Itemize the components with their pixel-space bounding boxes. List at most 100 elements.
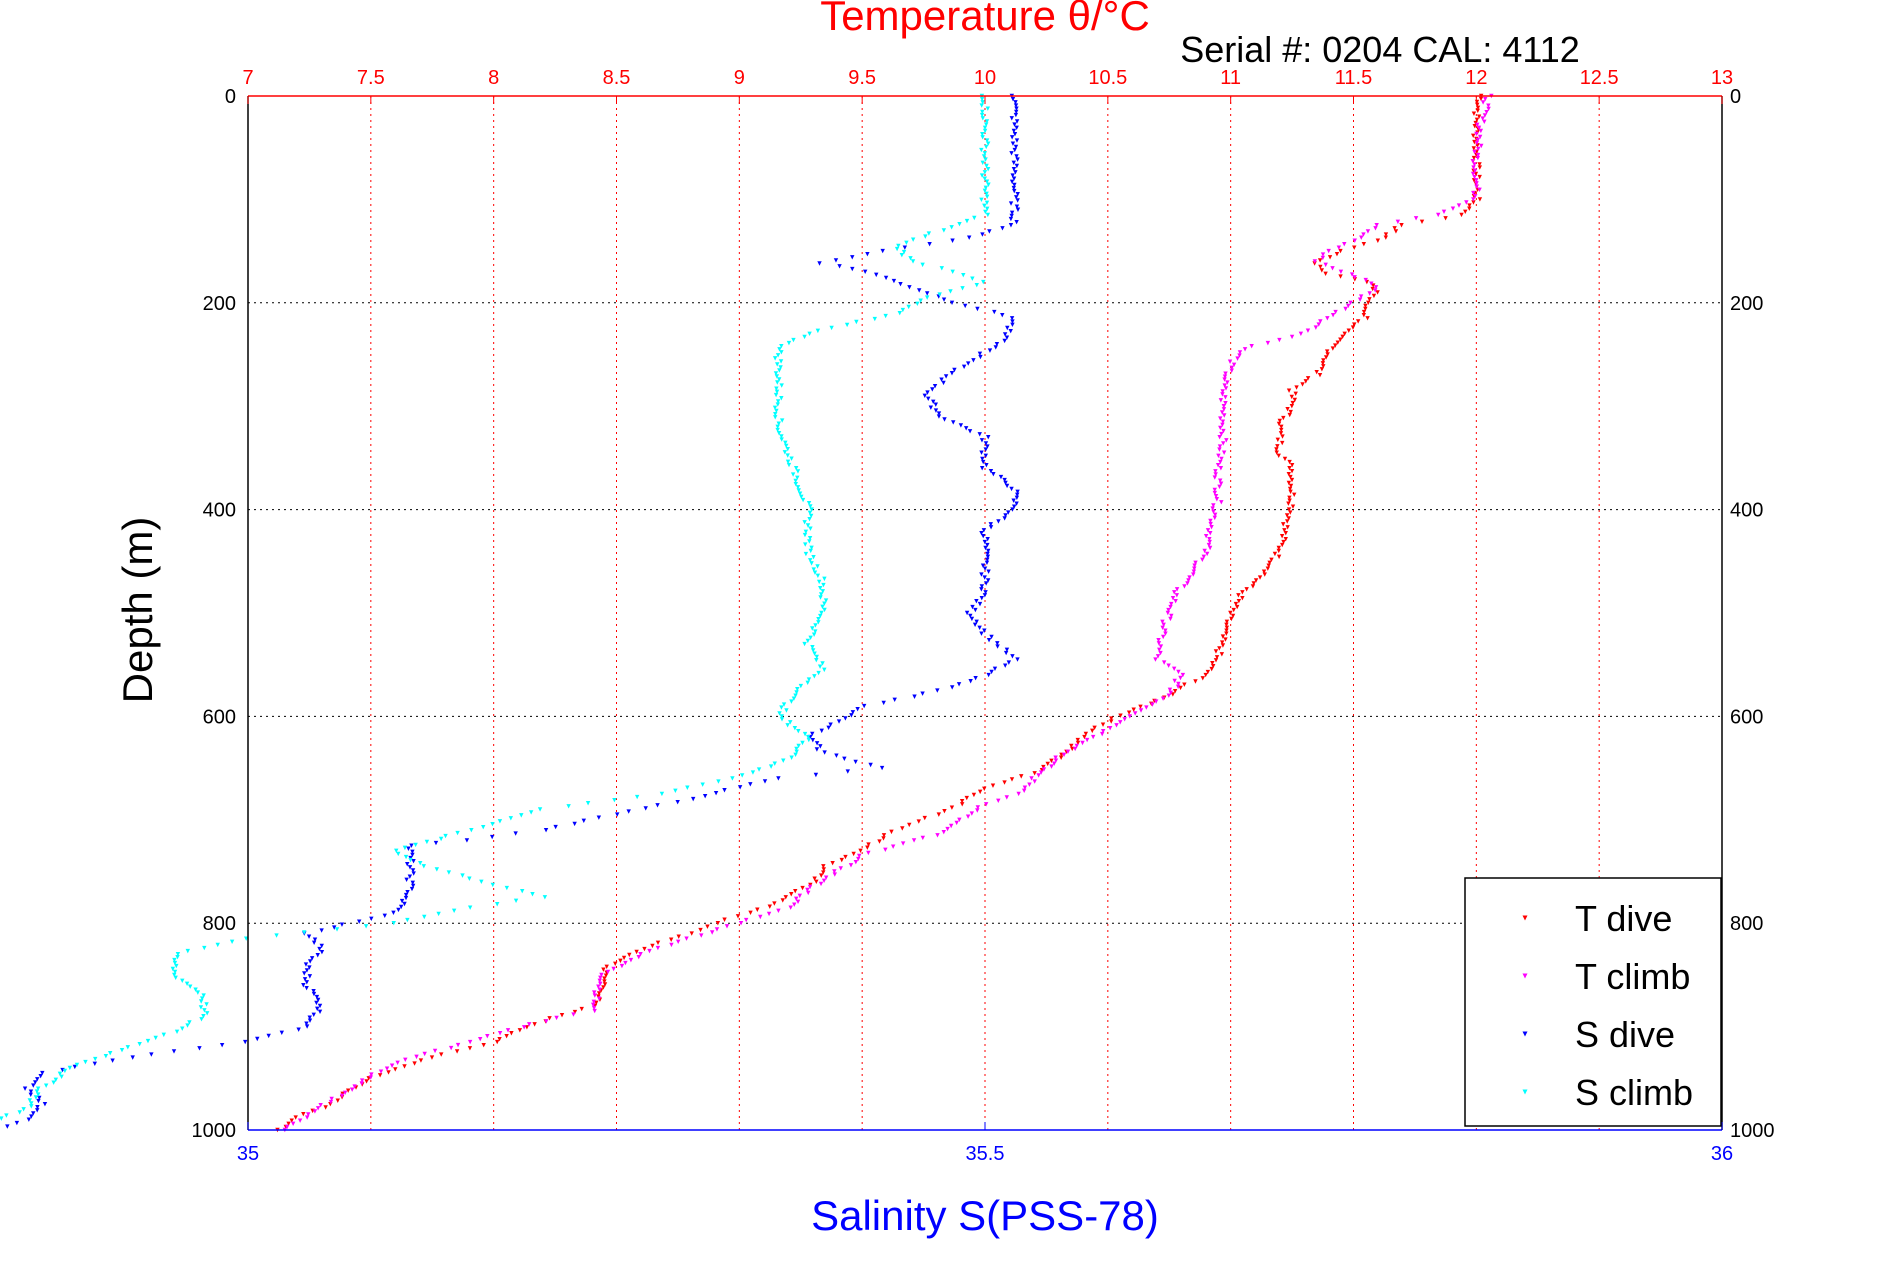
- data-point: [977, 625, 982, 630]
- data-point: [1220, 419, 1226, 424]
- data-point: [1251, 581, 1256, 586]
- data-point: [735, 914, 741, 919]
- data-point: [1220, 392, 1225, 397]
- data-point: [806, 890, 811, 896]
- data-point: [980, 456, 985, 462]
- data-point: [31, 1083, 36, 1088]
- data-point: [792, 726, 798, 731]
- data-point: [984, 119, 990, 124]
- data-point: [995, 644, 1000, 649]
- data-point: [1471, 190, 1476, 196]
- data-point: [985, 542, 990, 548]
- data-point: [803, 529, 809, 535]
- data-point: [958, 423, 964, 428]
- data-point: [930, 387, 935, 392]
- data-point: [949, 300, 955, 305]
- data-point: [1013, 100, 1018, 105]
- data-point: [1472, 149, 1477, 155]
- data-point: [611, 966, 616, 972]
- data-point: [59, 1074, 64, 1080]
- data-point: [1010, 141, 1016, 146]
- data-point: [1011, 160, 1016, 166]
- data-point: [35, 1105, 40, 1110]
- data-point: [933, 408, 939, 413]
- data-point: [868, 762, 873, 768]
- data-point: [592, 1008, 597, 1014]
- data-point: [1165, 610, 1171, 616]
- data-point: [174, 963, 179, 969]
- data-point: [328, 1099, 334, 1105]
- data-point: [1373, 288, 1378, 293]
- data-point: [1191, 569, 1197, 574]
- data-point: [83, 1059, 88, 1065]
- data-point: [924, 291, 930, 296]
- data-point: [1280, 542, 1285, 548]
- data-point: [319, 928, 324, 933]
- data-point: [1383, 235, 1389, 240]
- data-point: [1286, 480, 1292, 486]
- data-point: [959, 798, 965, 804]
- data-point: [1335, 340, 1340, 345]
- data-point: [1014, 495, 1020, 500]
- data-point: [809, 507, 814, 512]
- data-point: [889, 829, 894, 835]
- data-point: [306, 934, 312, 939]
- data-point: [802, 532, 808, 538]
- data-point: [1172, 678, 1177, 684]
- data-point: [623, 960, 628, 966]
- data-point: [1338, 274, 1343, 279]
- data-point: [912, 694, 917, 699]
- data-point: [790, 472, 796, 477]
- data-point: [384, 1066, 390, 1071]
- data-point: [793, 478, 798, 484]
- data-point: [821, 867, 827, 872]
- data-point: [434, 867, 440, 872]
- series-t-dive: [275, 93, 1484, 1133]
- data-point: [1220, 389, 1225, 394]
- temperature-tick-label: 11.5: [1335, 67, 1372, 89]
- data-point: [1049, 758, 1054, 764]
- data-point: [849, 713, 854, 718]
- data-point: [1009, 777, 1015, 782]
- data-point: [396, 907, 401, 913]
- data-point: [628, 957, 634, 963]
- data-point: [1220, 634, 1226, 639]
- temperature-tick-label: 7.5: [357, 67, 385, 89]
- data-point: [982, 575, 987, 580]
- data-point: [1393, 229, 1399, 234]
- data-point: [917, 288, 922, 293]
- data-point: [996, 519, 1001, 524]
- data-point: [571, 1012, 576, 1017]
- data-point: [779, 350, 784, 355]
- data-point: [1170, 596, 1176, 601]
- data-point: [951, 420, 956, 425]
- data-point: [1155, 654, 1161, 659]
- data-point: [1138, 704, 1143, 709]
- data-point: [800, 740, 805, 746]
- data-point: [1330, 346, 1336, 351]
- data-point: [986, 569, 991, 574]
- data-point: [974, 619, 979, 625]
- data-point: [1358, 294, 1364, 299]
- data-point: [702, 793, 708, 799]
- data-point: [368, 1075, 373, 1080]
- data-point: [1210, 661, 1215, 666]
- data-point: [592, 990, 597, 995]
- data-point: [1280, 434, 1285, 439]
- data-point: [1284, 513, 1290, 518]
- data-point: [722, 788, 727, 793]
- data-point: [1002, 477, 1007, 483]
- data-point: [1343, 306, 1348, 312]
- data-point: [985, 166, 991, 172]
- data-point: [979, 173, 985, 178]
- data-point: [391, 921, 396, 926]
- data-point: [1480, 100, 1486, 105]
- data-point: [822, 750, 827, 755]
- data-point: [984, 144, 989, 150]
- data-point: [791, 696, 797, 701]
- data-point: [1229, 616, 1234, 622]
- data-point: [775, 353, 781, 358]
- data-point: [1014, 109, 1019, 115]
- data-point: [949, 371, 955, 376]
- data-point: [342, 1090, 348, 1095]
